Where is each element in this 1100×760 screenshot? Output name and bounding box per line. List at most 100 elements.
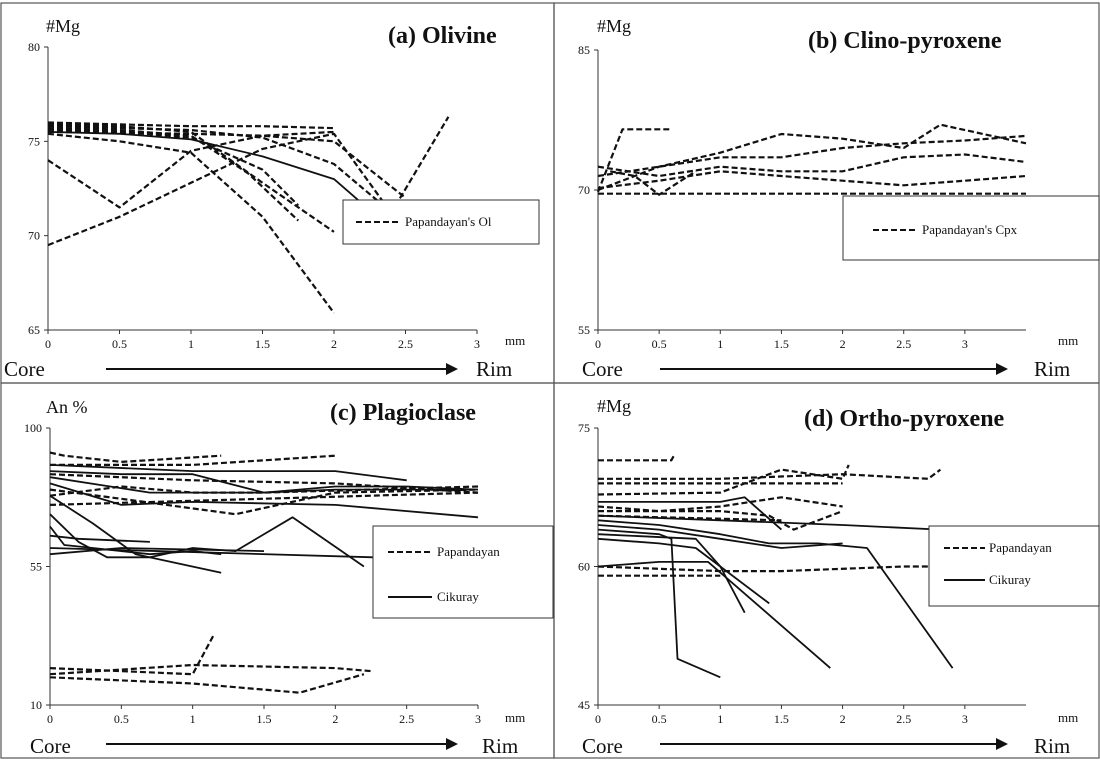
- series-line-solid-10: [47, 131, 407, 242]
- panel-d-legend-label-cikuray: Cikuray: [989, 572, 1031, 587]
- series-line-dashed-1: [49, 451, 222, 463]
- series-line-solid-17: [49, 534, 150, 543]
- series-line-solid-10: [49, 464, 407, 482]
- panel-a-rim-label: Rim: [476, 357, 512, 381]
- series-line-solid-14: [49, 494, 222, 574]
- panel-c-legend-box: [372, 525, 554, 619]
- panel-b-rim-label: Rim: [1034, 357, 1070, 381]
- y-tick-label: 10: [30, 698, 42, 712]
- x-tick-label: 0: [47, 712, 53, 726]
- series-line-dashed-4: [49, 488, 479, 516]
- panel-d-core-rim-arrow: [660, 738, 1008, 750]
- series-line-dashed-7: [609, 170, 697, 196]
- panel-c-core-rim-arrow: [106, 738, 458, 750]
- panel-c-core-label: Core: [30, 734, 71, 758]
- x-tick-label: 2: [840, 337, 846, 351]
- series-line-dashed-1: [47, 121, 335, 130]
- x-tick-label: 2.5: [399, 712, 414, 726]
- x-tick-label: 3: [475, 712, 481, 726]
- panel-c-legend-label-cikuray: Cikuray: [437, 589, 479, 604]
- panel-a-legend-label: Papandayan's Ol: [405, 214, 492, 229]
- x-tick-label: 3: [962, 712, 968, 726]
- y-tick-label: 55: [578, 323, 590, 337]
- panel-d-xlabel: mm: [1058, 710, 1078, 725]
- panel-a-olivine: (a) Olivine #Mg mm Core Rim 0 0.5 1 1.5 2 2.5…: [4, 16, 540, 381]
- series-line-dashed-6: [47, 127, 300, 222]
- series-line-solid-13: [597, 524, 843, 549]
- series-line-dashed-4: [47, 123, 335, 233]
- series-line-dashed-5: [47, 132, 335, 314]
- x-tick-label: 0.5: [652, 712, 667, 726]
- panel-c-ylabel: An %: [46, 397, 88, 417]
- x-tick-label: 1.5: [774, 712, 789, 726]
- series-line-dashed-5: [597, 496, 843, 513]
- y-tick-label: 100: [24, 421, 42, 435]
- y-tick-label: 75: [28, 134, 40, 148]
- series-line-dashed-2: [598, 468, 942, 480]
- x-tick-label: 1: [190, 712, 196, 726]
- panel-a-xlabel: mm: [505, 333, 525, 348]
- series-line-dashed-3: [47, 128, 300, 207]
- series-line-dashed-3: [49, 473, 479, 494]
- panel-b-ylabel: #Mg: [597, 16, 631, 36]
- y-tick-label: 65: [28, 323, 40, 337]
- panel-c-rim-label: Rim: [482, 734, 518, 758]
- x-tick-label: 2: [331, 337, 337, 351]
- series-line-solid-17: [597, 561, 831, 669]
- y-tick-label: 45: [578, 698, 590, 712]
- panel-c-plagioclase: (c) Plagioclase An % mm Core Rim 0 0.5 1 1.…: [24, 397, 554, 758]
- series-line-solid-10: [598, 496, 782, 531]
- panel-a-title: (a) Olivine: [388, 23, 497, 49]
- panel-b-legend: Papandayan's Cpx: [842, 195, 1100, 261]
- panel-c-title: (c) Plagioclase: [330, 400, 476, 426]
- series-line-dashed-6: [49, 491, 479, 506]
- panel-b-clinopyroxene: (b) Clino-pyroxene #Mg mm Core Rim 0 0.5 1…: [578, 16, 1100, 381]
- x-tick-label: 0.5: [652, 337, 667, 351]
- x-tick-label: 1: [188, 337, 194, 351]
- series-line-solid-11: [597, 514, 941, 531]
- y-tick-label: 55: [30, 560, 42, 574]
- series-line-dashed-4: [597, 464, 850, 496]
- series-line-dashed-5: [597, 170, 1027, 190]
- series-line-solid-12: [49, 476, 479, 494]
- panel-a-ylabel: #Mg: [46, 16, 80, 36]
- x-tick-label: 3: [962, 337, 968, 351]
- x-tick-label: 3: [474, 337, 480, 351]
- x-tick-label: 2.5: [896, 337, 911, 351]
- x-tick-label: 0: [45, 337, 51, 351]
- series-line-dashed-7: [47, 130, 407, 199]
- series-line-solid-13: [49, 482, 479, 519]
- series-line-solid-16: [597, 537, 770, 605]
- panel-c-xlabel: mm: [505, 710, 525, 725]
- series-line-dashed-4: [597, 153, 1027, 178]
- panel-b-title: (b) Clino-pyroxene: [808, 28, 1002, 54]
- panel-a-frame: [0, 2, 555, 384]
- panel-b-series-group: [596, 123, 1027, 196]
- x-tick-label: 1: [717, 337, 723, 351]
- x-tick-label: 0.5: [112, 337, 127, 351]
- x-tick-label: 2.5: [896, 712, 911, 726]
- y-tick-label: 75: [578, 421, 590, 435]
- x-tick-label: 2: [332, 712, 338, 726]
- panel-c-legend-label-papandayan: Papandayan: [437, 544, 500, 559]
- x-tick-label: 1.5: [774, 337, 789, 351]
- y-tick-label: 85: [578, 43, 590, 57]
- panel-d-rim-label: Rim: [1034, 734, 1070, 758]
- series-line-solid-12: [597, 519, 954, 669]
- series-line-dashed-3: [597, 134, 1027, 178]
- panel-d-orthopyroxene: (d) Ortho-pyroxene #Mg mm Core Rim 0 0.5 1…: [578, 396, 1100, 758]
- x-tick-label: 0: [595, 337, 601, 351]
- panel-a-core-rim-arrow: [106, 363, 458, 375]
- series-line-solid-11: [49, 470, 478, 494]
- panel-c-series-group: [49, 451, 479, 694]
- x-tick-label: 1: [717, 712, 723, 726]
- y-tick-label: 70: [578, 183, 590, 197]
- panel-b-legend-label: Papandayan's Cpx: [922, 222, 1018, 237]
- panel-c-axes: 0 0.5 1 1.5 2 2.5 3 10 55 100: [24, 421, 481, 726]
- series-line-solid-16: [49, 525, 222, 556]
- x-tick-label: 0.5: [114, 712, 129, 726]
- y-tick-label: 80: [28, 40, 40, 54]
- panel-d-title: (d) Ortho-pyroxene: [804, 406, 1005, 432]
- panel-b-legend-box: [842, 195, 1100, 261]
- x-tick-label: 1.5: [255, 337, 270, 351]
